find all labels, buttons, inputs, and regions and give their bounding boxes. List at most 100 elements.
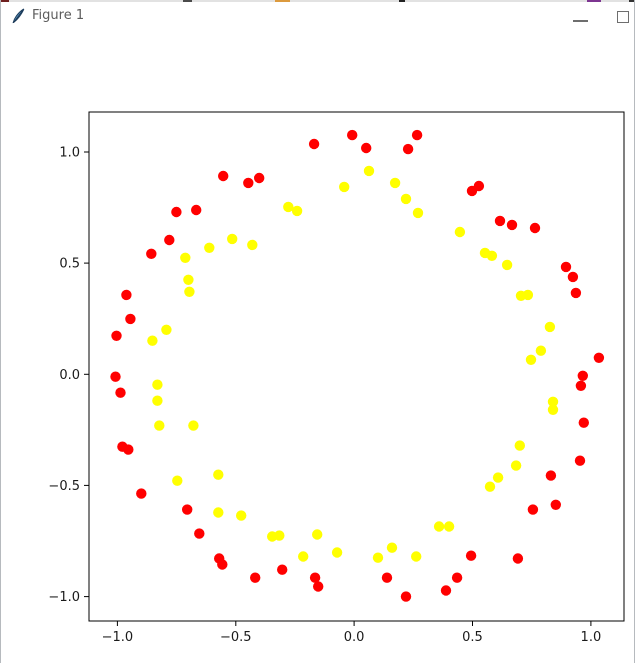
scatter-point-inner-circle-class: [184, 286, 195, 297]
scatter-point-outer-circle-class: [121, 289, 132, 301]
scatter-point-outer-circle-class: [567, 271, 579, 283]
scatter-point-outer-circle-class: [465, 550, 477, 561]
scatter-point-outer-circle-class: [171, 206, 182, 218]
scatter-point-inner-circle-class: [547, 396, 559, 407]
scatter-point-outer-circle-class: [506, 219, 518, 231]
scatter-point-outer-circle-class: [146, 248, 157, 259]
scatter-point-outer-circle-class: [578, 417, 589, 428]
scatter-point-outer-circle-class: [115, 387, 126, 398]
scatter-point-outer-circle-class: [402, 143, 414, 155]
scatter-point-inner-circle-class: [152, 379, 163, 390]
scatter-point-inner-circle-class: [213, 469, 224, 480]
scatter-point-inner-circle-class: [510, 460, 522, 471]
scatter-point-outer-circle-class: [110, 371, 121, 382]
scatter-point-outer-circle-class: [217, 559, 228, 570]
scatter-point-inner-circle-class: [180, 252, 191, 263]
scatter-point-inner-circle-class: [544, 321, 556, 333]
scatter-point-inner-circle-class: [312, 529, 323, 540]
scatter-point-inner-circle-class: [484, 481, 496, 492]
window-titlebar[interactable]: Figure 1: [1, 2, 634, 30]
scatter-point-outer-circle-class: [411, 129, 423, 141]
scatter-point-inner-circle-class: [486, 250, 498, 261]
scatter-point-outer-circle-class: [123, 444, 134, 455]
scatter-point-inner-circle-class: [274, 530, 285, 541]
scatter-point-inner-circle-class: [389, 177, 401, 189]
scatter-point-outer-circle-class: [191, 204, 202, 216]
x-tick-label: −0.5: [220, 630, 252, 645]
scatter-point-inner-circle-class: [152, 395, 163, 406]
scatter-point-outer-circle-class: [347, 129, 358, 141]
x-tick-label: 0.5: [462, 630, 483, 645]
scatter-point-outer-circle-class: [577, 370, 588, 381]
scatter-point-outer-circle-class: [125, 313, 136, 325]
scatter-point-inner-circle-class: [183, 274, 194, 285]
y-tick-label: 1.0: [59, 146, 80, 161]
scatter-point-inner-circle-class: [514, 440, 525, 451]
scatter-point-inner-circle-class: [525, 354, 537, 365]
scatter-point-outer-circle-class: [250, 572, 261, 583]
scatter-point-outer-circle-class: [182, 504, 193, 515]
scatter-point-outer-circle-class: [440, 585, 452, 596]
scatter-point-outer-circle-class: [550, 499, 561, 510]
scatter-point-outer-circle-class: [575, 380, 587, 391]
scatter-point-inner-circle-class: [386, 542, 398, 553]
scatter-point-inner-circle-class: [400, 193, 412, 205]
scatter-point-inner-circle-class: [492, 472, 504, 483]
scatter-point-outer-circle-class: [570, 287, 582, 299]
scatter-point-outer-circle-class: [400, 591, 412, 602]
window-title: Figure 1: [32, 8, 85, 23]
scatter-point-inner-circle-class: [454, 226, 466, 238]
scatter-point-outer-circle-class: [381, 572, 393, 583]
background-window-sliver: [1, 0, 634, 2]
scatter-point-outer-circle-class: [136, 488, 147, 499]
minimize-button[interactable]: [557, 2, 603, 30]
scatter-point-outer-circle-class: [313, 581, 324, 592]
scatter-point-outer-circle-class: [560, 261, 572, 273]
scatter-point-inner-circle-class: [227, 233, 238, 245]
scatter-point-inner-circle-class: [204, 242, 215, 253]
scatter-point-outer-circle-class: [243, 177, 254, 189]
scatter-point-outer-circle-class: [308, 138, 320, 150]
scatter-point-outer-circle-class: [277, 564, 288, 575]
scatter-point-outer-circle-class: [529, 222, 541, 234]
maximize-icon: [617, 11, 629, 23]
axes-spines: [88, 111, 625, 622]
scatter-point-outer-circle-class: [574, 455, 586, 466]
scatter-point-outer-circle-class: [194, 528, 205, 539]
scatter-point-inner-circle-class: [372, 552, 384, 563]
scatter-point-inner-circle-class: [188, 420, 199, 431]
scatter-point-inner-circle-class: [433, 521, 445, 532]
scatter-point-outer-circle-class: [164, 234, 175, 246]
scatter-point-outer-circle-class: [593, 352, 605, 363]
x-tick-label: 0.0: [344, 630, 365, 645]
scatter-point-outer-circle-class: [512, 553, 524, 564]
maximize-button[interactable]: [603, 2, 634, 30]
scatter-point-inner-circle-class: [236, 510, 247, 521]
y-tick-label: −0.5: [48, 479, 80, 494]
scatter-point-inner-circle-class: [412, 207, 424, 219]
scatter-point-inner-circle-class: [522, 289, 534, 301]
scatter-point-inner-circle-class: [339, 181, 350, 193]
scatter-point-inner-circle-class: [147, 335, 158, 346]
scatter-point-outer-circle-class: [254, 172, 265, 184]
scatter-point-inner-circle-class: [331, 547, 343, 558]
scatter-point-outer-circle-class: [451, 572, 463, 583]
y-tick-label: 0.5: [59, 257, 80, 272]
scatter-point-inner-circle-class: [411, 551, 422, 562]
x-tick-label: 1.0: [581, 630, 602, 645]
minimize-icon: [573, 20, 588, 22]
scatter-point-inner-circle-class: [547, 404, 559, 415]
y-tick-label: −1.0: [48, 590, 80, 605]
scatter-point-inner-circle-class: [298, 551, 309, 562]
scatter-point-inner-circle-class: [363, 165, 375, 177]
scatter-point-outer-circle-class: [309, 572, 321, 583]
scatter-point-inner-circle-class: [172, 475, 183, 486]
scatter-point-inner-circle-class: [443, 521, 455, 532]
scatter-point-inner-circle-class: [291, 205, 303, 217]
scatter-point-outer-circle-class: [361, 142, 372, 154]
scatter-point-outer-circle-class: [494, 215, 506, 227]
scatter-point-outer-circle-class: [218, 170, 229, 182]
scatter-point-inner-circle-class: [247, 239, 258, 251]
scatter-point-inner-circle-class: [283, 201, 294, 213]
